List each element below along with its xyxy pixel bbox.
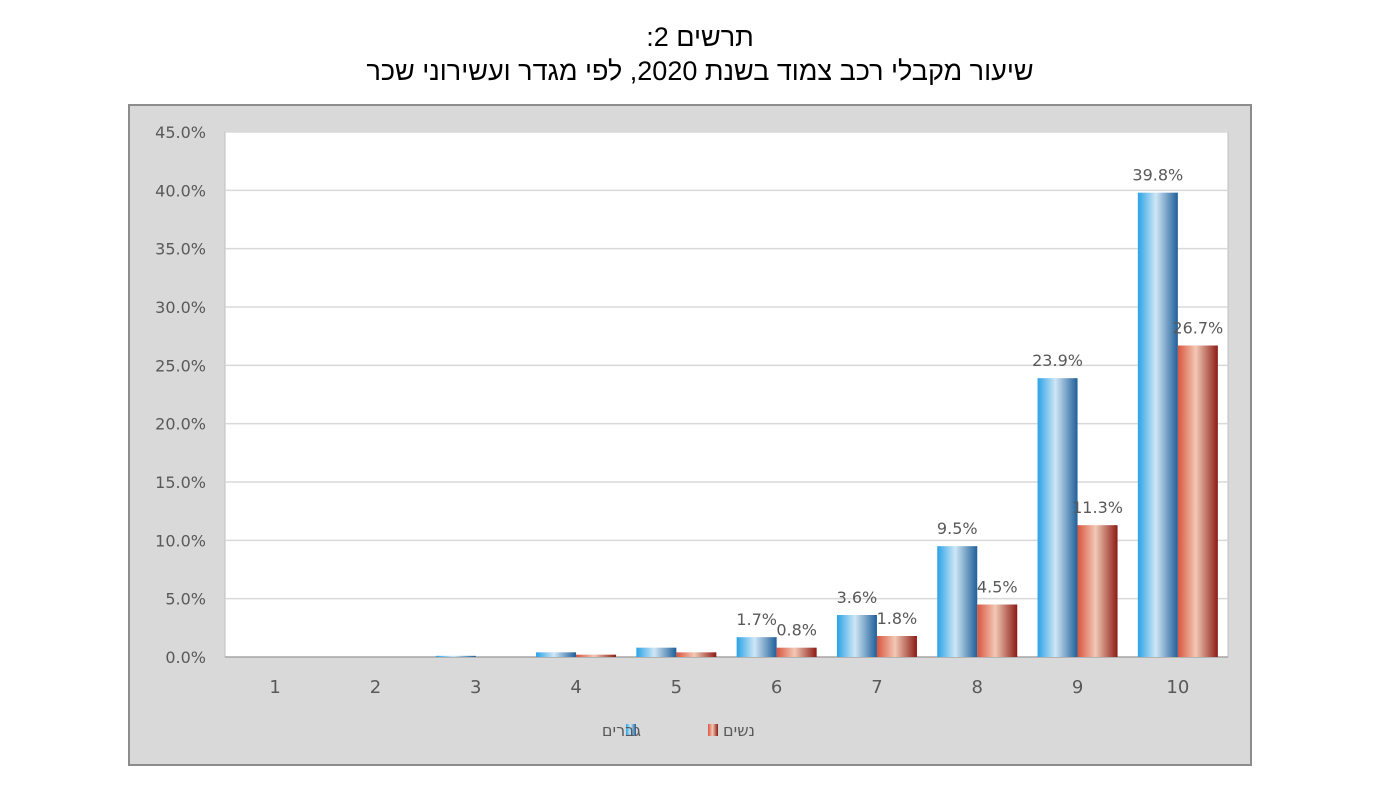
legend-label-men: גברים: [602, 721, 641, 740]
data-label: 1.8%: [877, 609, 918, 628]
y-tick-label: 20.0%: [155, 415, 206, 434]
bar-women-4: [576, 654, 617, 657]
y-tick-label: 35.0%: [155, 240, 206, 259]
x-tick-label: 5: [671, 677, 682, 698]
bar-women-10: [1177, 345, 1218, 657]
bar-women-5: [676, 652, 717, 657]
bar-women-9: [1077, 525, 1118, 657]
data-label: 23.9%: [1032, 351, 1083, 370]
legend-swatch-women: [708, 724, 718, 736]
chart-title-line1: תרשים 2:: [646, 22, 754, 52]
bar-men-7: [836, 615, 877, 657]
bar-women-7: [876, 636, 917, 657]
data-label: 39.8%: [1132, 166, 1183, 185]
x-tick-label: 2: [370, 677, 381, 698]
y-tick-label: 0.0%: [165, 648, 206, 667]
y-tick-label: 45.0%: [155, 123, 206, 142]
legend-label-women: נשים: [723, 721, 755, 740]
bar-men-5: [636, 647, 677, 657]
data-label: 26.7%: [1172, 319, 1223, 338]
bar-men-9: [1037, 378, 1078, 657]
y-tick-label: 40.0%: [155, 181, 206, 200]
x-tick-label: 1: [269, 677, 280, 698]
x-tick-label: 10: [1166, 677, 1189, 698]
bar-men-6: [736, 637, 777, 657]
bar-men-8: [937, 546, 978, 657]
x-tick-label: 6: [771, 677, 782, 698]
bar-women-8: [977, 604, 1018, 657]
data-label: 11.3%: [1072, 498, 1123, 517]
x-tick-label: 3: [470, 677, 481, 698]
x-tick-label: 4: [570, 677, 581, 698]
legend: גברים נשים: [602, 721, 755, 740]
bar-men-4: [536, 652, 577, 657]
data-label: 0.8%: [776, 621, 817, 640]
x-tick-label: 8: [972, 677, 983, 698]
y-tick-label: 15.0%: [155, 473, 206, 492]
x-tick-label: 7: [871, 677, 882, 698]
bar-men-10: [1137, 192, 1178, 657]
y-tick-label: 25.0%: [155, 356, 206, 375]
bar-men-3: [435, 655, 476, 657]
chart-title: תרשים 2: שיעור מקבלי רכב צמוד בשנת 2020,…: [0, 20, 1400, 88]
data-label: 9.5%: [937, 519, 978, 538]
data-label: 1.7%: [736, 610, 777, 629]
y-tick-label: 5.0%: [165, 590, 206, 609]
data-label: 4.5%: [977, 578, 1018, 597]
chart-title-line2: שיעור מקבלי רכב צמוד בשנת 2020, לפי מגדר…: [366, 56, 1034, 86]
y-tick-label: 10.0%: [155, 531, 206, 550]
data-label: 3.6%: [837, 588, 878, 607]
y-tick-label: 30.0%: [155, 298, 206, 317]
legend-swatch-men: [626, 724, 636, 736]
x-tick-label: 9: [1072, 677, 1083, 698]
bar-women-6: [776, 647, 817, 657]
